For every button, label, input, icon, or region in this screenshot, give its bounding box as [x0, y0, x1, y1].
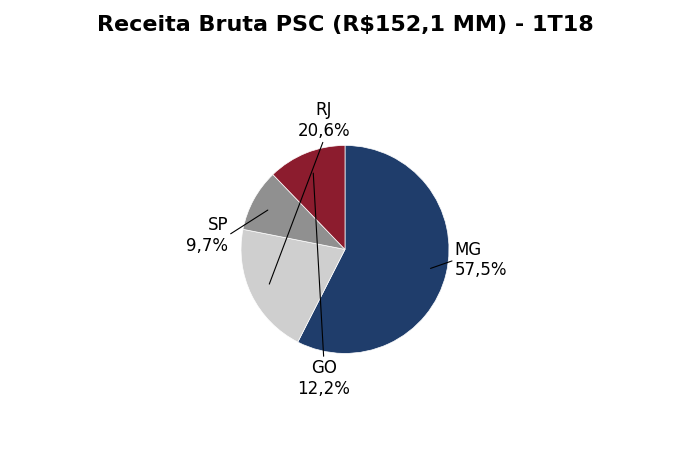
Wedge shape [243, 175, 345, 249]
Wedge shape [298, 146, 449, 353]
Text: RJ
20,6%: RJ 20,6% [297, 101, 350, 140]
Text: MG
57,5%: MG 57,5% [455, 241, 507, 280]
Text: SP
9,7%: SP 9,7% [186, 216, 228, 255]
Wedge shape [273, 146, 345, 249]
Wedge shape [241, 229, 345, 342]
Title: Receita Bruta PSC (R$152,1 MM) - 1T18: Receita Bruta PSC (R$152,1 MM) - 1T18 [97, 15, 593, 35]
Text: GO
12,2%: GO 12,2% [297, 359, 351, 398]
